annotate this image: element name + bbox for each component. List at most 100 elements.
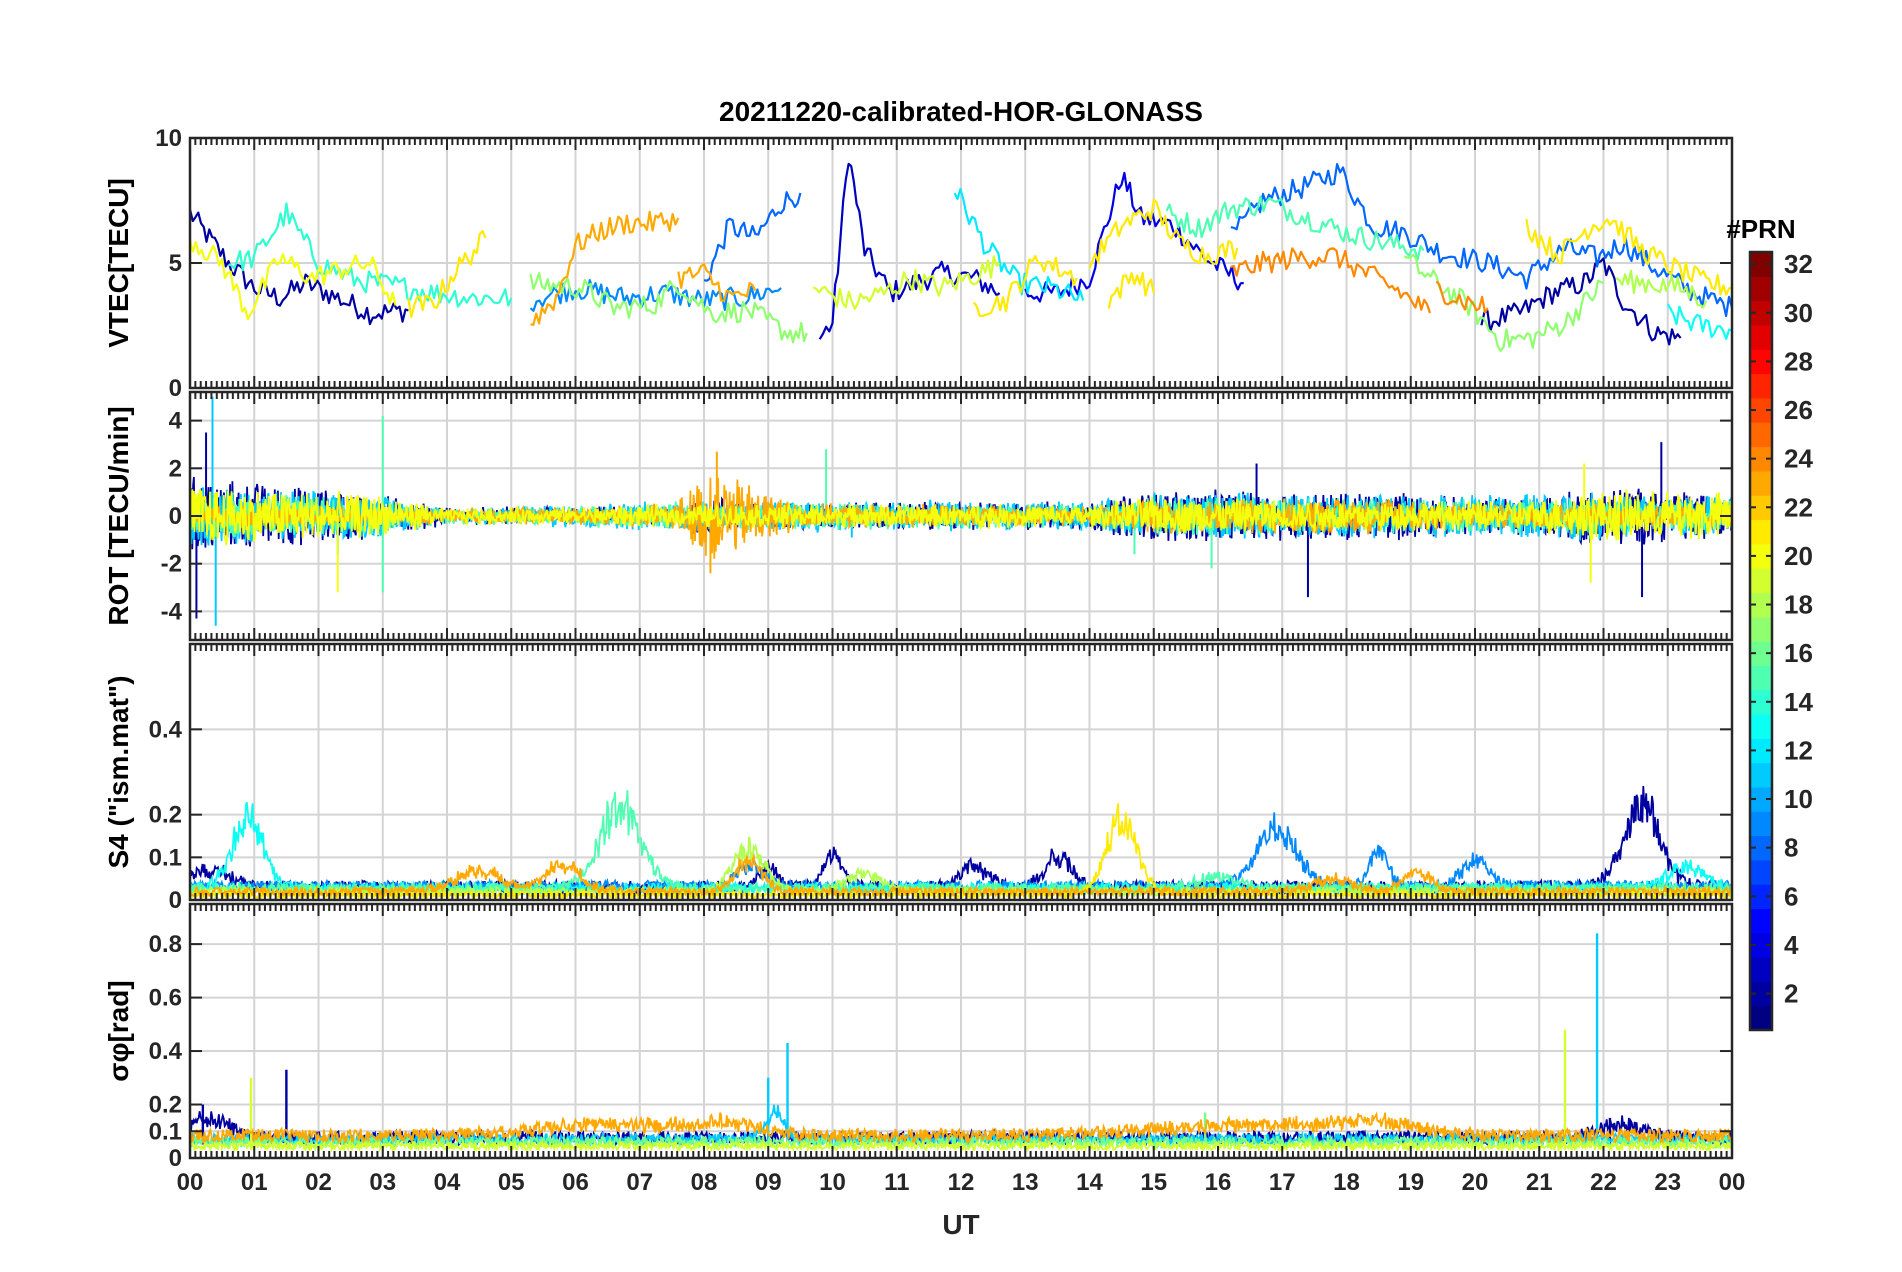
panel-4: 00.10.2 0.4 0.6 0.8 σφ[rad] (103, 902, 1734, 1172)
colorbar-segment (1750, 397, 1772, 423)
y-tick-label: 4 (169, 408, 183, 435)
y-axis-label: σφ[rad] (103, 980, 134, 1081)
y-tick-label: 0 (169, 1145, 182, 1172)
x-tick-label: 13 (1012, 1169, 1039, 1196)
colorbar-tick-label: 22 (1784, 492, 1813, 522)
colorbar-tick-label: 12 (1784, 735, 1813, 765)
series-group (190, 162, 1732, 352)
x-tick-label: 08 (691, 1169, 718, 1196)
y-tick-label: 0.2 (149, 1092, 182, 1119)
series-prn-23 (677, 263, 757, 302)
y-tick-label: -2 (161, 551, 182, 578)
colorbar-segment (1750, 495, 1772, 521)
colorbar-tick-label: 26 (1784, 395, 1813, 425)
x-tick-label: 09 (755, 1169, 782, 1196)
y-tick-label: 2 (169, 455, 182, 482)
colorbar-segment (1750, 1005, 1772, 1031)
grid (190, 644, 1732, 900)
figure-title: 20211220-calibrated-HOR-GLONASS (719, 96, 1203, 127)
y-axis-label: S4 ("ism.mat") (103, 675, 134, 868)
series-prn-21 (1107, 271, 1155, 309)
colorbar-segment (1750, 446, 1772, 472)
x-axis-label: UT (942, 1209, 979, 1240)
colorbar-segment (1750, 884, 1772, 910)
x-tick-label: 12 (948, 1169, 975, 1196)
colorbar-segment (1750, 908, 1772, 934)
x-ticks (189, 138, 1733, 388)
colorbar-segment (1750, 470, 1772, 496)
x-tick-label: 04 (434, 1169, 461, 1196)
x-tick-label: 05 (498, 1169, 525, 1196)
y-tick-label: 0.1 (149, 1118, 182, 1145)
y-tick-label: 0 (169, 375, 182, 402)
panel-1: 0 5 10 VTEC[TECU] (103, 125, 1734, 402)
grid (190, 392, 1732, 640)
series-prn-2 (1480, 257, 1682, 346)
series-prn-12 (953, 188, 1085, 301)
colorbar-segment (1750, 713, 1772, 739)
grid (190, 904, 1732, 1158)
colorbar-segment (1750, 665, 1772, 691)
y-tick-label: 0.4 (149, 716, 183, 743)
colorbar-segment (1750, 932, 1772, 958)
series-group (190, 396, 1732, 626)
series-prn-18 (1615, 269, 1708, 309)
x-ticks (189, 644, 1733, 900)
x-tick-label: 17 (1269, 1169, 1296, 1196)
colorbar-segment (1750, 859, 1772, 885)
colorbar-segment (1750, 689, 1772, 715)
series-prn-14 (228, 202, 513, 308)
colorbar-segment (1750, 981, 1772, 1007)
colorbar-tick-label: 10 (1784, 784, 1813, 814)
colorbar-title: #PRN (1726, 214, 1795, 244)
panel-3: 0 0.1 0.2 0.4 S4 ("ism.mat") (103, 642, 1734, 914)
x-tick-label: 03 (369, 1169, 396, 1196)
colorbar-segment (1750, 641, 1772, 666)
x-tick-label: 19 (1397, 1169, 1424, 1196)
y-tick-label: 5 (169, 250, 182, 277)
colorbar-segment (1750, 592, 1772, 618)
x-tick-label: 00 (177, 1169, 204, 1196)
series-prn-21 (1088, 198, 1239, 269)
x-tick-label: 14 (1076, 1169, 1103, 1196)
x-tick-label: 10 (819, 1169, 846, 1196)
y-tick-label: -4 (161, 598, 183, 625)
colorbar-tick-label: 6 (1784, 881, 1798, 911)
colorbar-tick-label: 4 (1784, 930, 1799, 960)
series-prn-9 (529, 279, 782, 312)
x-tick-label: 16 (1205, 1169, 1232, 1196)
x-axis: 00 01 02 03 04 05 06 07 08 09 10 11 12 13 14 15 16 17 18 19… (177, 1169, 1746, 1240)
x-tick-label: 15 (1140, 1169, 1167, 1196)
colorbar-tick-label: 28 (1784, 346, 1813, 376)
x-tick-label: 18 (1333, 1169, 1360, 1196)
series-prn-23 (530, 210, 680, 326)
x-tick-label: 11 (884, 1169, 909, 1196)
series-prn-24 (1230, 247, 1432, 314)
colorbar-tick-label: 30 (1784, 298, 1813, 328)
colorbar-segment (1750, 519, 1772, 545)
colorbar-tick-label: 18 (1784, 590, 1813, 620)
colorbar-segment (1750, 811, 1772, 837)
y-tick-label: 0.8 (149, 931, 182, 958)
colorbar-segment (1750, 616, 1772, 642)
series-prn-21 (407, 230, 487, 318)
colorbar-segment (1750, 786, 1772, 812)
series-prn-20 (190, 489, 1732, 546)
colorbar-segment (1750, 324, 1772, 350)
x-tick-label: 01 (241, 1169, 268, 1196)
series-prn-15 (1165, 195, 1425, 261)
colorbar-segment (1750, 762, 1772, 788)
colorbar-tick-label: 2 (1784, 979, 1798, 1009)
series-prn-24 (1435, 280, 1489, 314)
colorbar-segment (1750, 957, 1772, 982)
series-prn-23 (190, 1111, 1732, 1146)
x-ticks (189, 392, 1733, 640)
x-tick-label: 21 (1526, 1169, 1553, 1196)
y-tick-label: 0 (169, 887, 182, 914)
colorbar-segment (1750, 300, 1772, 326)
x-tick-label: 07 (626, 1169, 653, 1196)
series-prn-2 (190, 209, 409, 326)
colorbar-tick-label: 20 (1784, 541, 1813, 571)
